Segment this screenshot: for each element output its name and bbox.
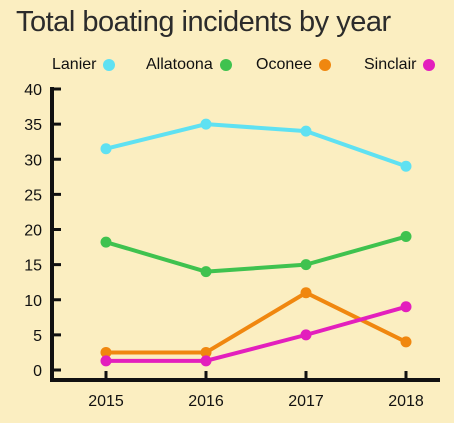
legend-label-allatoona: Allatoona <box>146 56 213 73</box>
legend-marker-lanier <box>103 59 116 71</box>
legend-label-lanier: Lanier <box>52 56 97 73</box>
legend-item-sinclair: Sinclair <box>364 56 436 74</box>
y-tick-label-30: 30 <box>24 152 42 169</box>
x-tick-label-2015: 2015 <box>88 393 124 410</box>
series-line-sinclair <box>104 304 408 363</box>
data-point-sinclair-2016 <box>200 355 212 367</box>
legend-item-allatoona: Allatoona <box>146 56 232 74</box>
y-tick-label-15: 15 <box>24 258 42 275</box>
data-point-allatoona-2017 <box>300 259 312 271</box>
legend-label-sinclair: Sinclair <box>364 56 417 73</box>
legend-item-lanier: Lanier <box>52 56 116 74</box>
legend-marker-allatoona <box>219 59 232 71</box>
x-tick-label-2018: 2018 <box>388 393 424 410</box>
data-point-sinclair-2015 <box>100 355 112 367</box>
data-point-lanier-2017 <box>300 125 312 137</box>
data-point-oconee-2017 <box>300 287 312 299</box>
data-point-allatoona-2015 <box>100 236 112 248</box>
legend-marker-sinclair <box>423 59 436 71</box>
y-tick-label-10: 10 <box>24 293 42 310</box>
series-line-lanier <box>104 122 408 169</box>
series-line-oconee <box>104 290 408 355</box>
data-point-oconee-2016 <box>200 346 212 358</box>
y-tick-label-40: 40 <box>24 82 42 99</box>
legend-label-oconee: Oconee <box>256 56 313 73</box>
x-tick-label-2017: 2017 <box>288 393 324 410</box>
y-tick-label-20: 20 <box>24 223 42 240</box>
data-point-allatoona-2016 <box>200 266 212 278</box>
data-point-allatoona-2018 <box>400 231 412 243</box>
data-point-lanier-2018 <box>400 160 412 172</box>
data-point-oconee-2018 <box>400 336 412 348</box>
data-point-lanier-2016 <box>200 118 212 130</box>
data-point-sinclair-2018 <box>400 301 412 313</box>
data-point-lanier-2015 <box>100 143 112 155</box>
y-tick-label-5: 5 <box>33 328 42 345</box>
y-tick-label-25: 25 <box>24 187 42 204</box>
chart-legend: Lanier Allatoona Oconee Sinclair <box>0 56 454 80</box>
y-tick-label-0: 0 <box>33 363 42 380</box>
chart-title: Total boating incidents by year <box>16 6 391 38</box>
data-point-oconee-2015 <box>100 346 112 358</box>
series-line-allatoona <box>104 234 408 274</box>
y-tick-label-35: 35 <box>24 117 42 134</box>
data-point-sinclair-2017 <box>300 329 312 341</box>
x-tick-label-2016: 2016 <box>188 393 224 410</box>
legend-item-oconee: Oconee <box>256 56 332 74</box>
legend-marker-oconee <box>319 59 332 71</box>
